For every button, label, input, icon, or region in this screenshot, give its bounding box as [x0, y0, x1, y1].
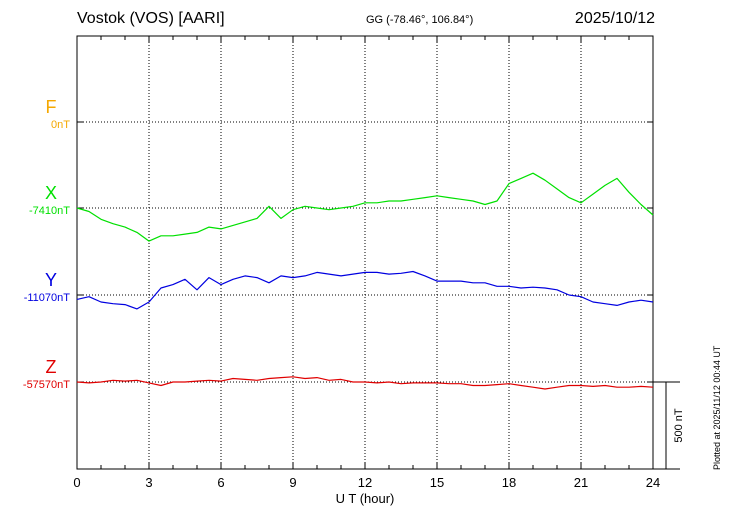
x-tick-label: 6 — [217, 475, 224, 490]
series-line-y — [76, 270, 654, 310]
station-title: Vostok (VOS) [AARI] — [77, 10, 225, 27]
x-tick-label: 3 — [145, 475, 152, 490]
series-line-x — [76, 172, 654, 242]
x-tick-label: 18 — [502, 475, 516, 490]
station-coordinates: GG (-78.46°, 106.84°) — [366, 14, 474, 26]
component-label-y: Y — [45, 270, 57, 290]
baseline-label-f: 0nT — [51, 119, 70, 131]
x-tick-label: 24 — [646, 475, 660, 490]
component-label-z: Z — [46, 357, 57, 377]
series-line-z — [76, 376, 654, 390]
scale-bar-label: 500 nT — [673, 408, 685, 443]
x-tick-label: 15 — [430, 475, 444, 490]
x-tick-label: 0 — [73, 475, 80, 490]
plotted-timestamp: Plotted at 2025/11/12 00:44 UT — [712, 345, 722, 470]
x-axis-label: U T (hour) — [336, 491, 395, 506]
baseline-label-z: -57570nT — [23, 379, 70, 391]
component-label-x: X — [45, 183, 57, 203]
date-label: 2025/10/12 — [574, 10, 655, 27]
x-tick-label: 21 — [574, 475, 588, 490]
x-tick-label: 12 — [358, 475, 372, 490]
baseline-label-y: -11070nT — [24, 292, 71, 304]
baseline-label-x: -7410nT — [29, 205, 70, 217]
x-tick-label: 9 — [289, 475, 296, 490]
component-label-f: F — [46, 97, 57, 117]
